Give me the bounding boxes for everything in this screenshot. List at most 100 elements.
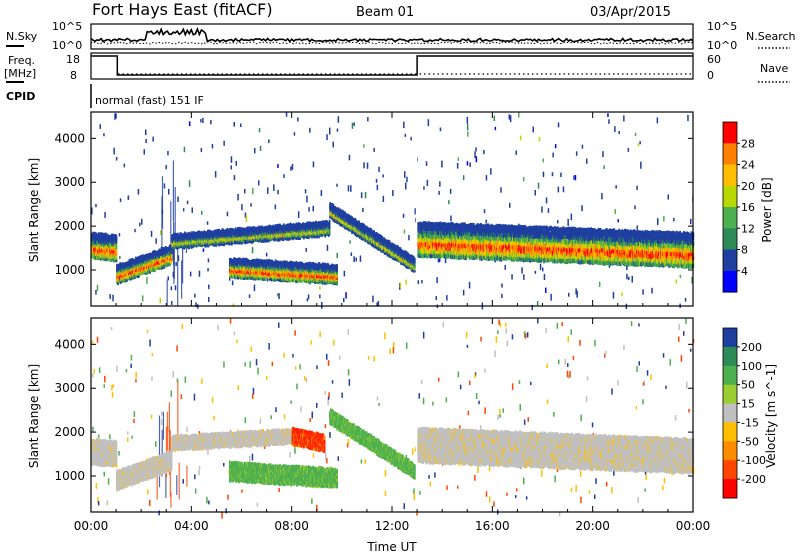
echo-pixel [614,126,616,133]
echo-pixel [195,302,197,308]
echo-cell [328,222,331,227]
echo-streak [166,279,168,306]
echo-pixel [382,174,384,178]
echo-pixel [160,230,162,236]
echo-pixel [336,252,338,259]
echo-pixel [623,115,625,122]
echo-streak [173,235,175,279]
echo-pixel [99,124,101,129]
echo-pixel [475,147,477,152]
echo-pixel [351,122,354,129]
echo-pixel [399,282,402,288]
echo-pixel [466,161,469,166]
echo-pixel [586,158,588,164]
echo-pixel [508,114,510,120]
echo-pixel [208,297,210,303]
echo-pixel [575,151,578,156]
freq-left-tick-top: 18 [66,53,80,66]
echo-pixel [573,175,575,180]
echo-pixel [319,286,321,290]
echo-pixel [329,127,331,135]
echo-pixel [437,258,440,263]
nsearch-trace [90,41,694,45]
echo-pixel [626,273,628,280]
echo-pixel [518,112,520,118]
echo-pixel [251,247,254,254]
echo-pixel [202,117,204,124]
echo-pixel [574,175,577,181]
echo-pixel [602,151,604,158]
echo-pixel [253,284,256,292]
echo-pixel [639,141,641,145]
echo-pixel [119,256,121,260]
noise-right-tick-bottom: 10^0 [707,39,737,52]
echo-pixel [637,143,640,147]
echo-pixel [621,292,623,297]
echo-cell [266,238,269,243]
echo-pixel [509,115,512,123]
echo-pixel [636,185,638,190]
echo-cell [115,242,118,248]
echo-pixel [320,190,323,197]
echo-cell [115,248,118,253]
date-label: 03/Apr/2015 [590,5,671,20]
echo-pixel [237,193,239,201]
echo-pixel [410,136,412,141]
echo-pixel [306,195,308,203]
echo-pixel [91,207,93,215]
echo-pixel [490,168,492,175]
echo-pixel [241,204,243,211]
echo-pixel [119,198,122,203]
echo-pixel [306,298,309,302]
echo-pixel [373,147,375,152]
echo-pixel [214,171,217,178]
echo-pixel [244,212,247,218]
echo-pixel [551,172,554,177]
echo-pixel [575,288,577,295]
echo-pixel [297,211,300,219]
echo-pixel [360,192,363,199]
echo-pixel [631,275,633,283]
echo-pixel [474,151,476,159]
echo-streak [181,260,183,299]
echo-pixel [233,122,235,127]
echo-pixel [211,143,214,149]
echo-pixel [165,165,167,170]
echo-pixel [483,209,486,214]
echo-pixel [226,211,229,217]
nsearch-label: N.Search [746,30,796,43]
echo-pixel [557,220,559,224]
echo-pixel [449,188,452,194]
echo-cell [109,257,111,262]
echo-pixel [171,301,173,305]
echo-pixel [392,190,394,197]
echo-pixel [425,161,428,166]
echo-pixel [285,112,288,117]
echo-pixel [377,301,380,306]
echo-pixel [114,113,116,121]
echo-pixel [141,218,143,225]
echo-cell [145,270,148,276]
echo-pixel [233,175,236,181]
echo-pixel [152,136,154,142]
echo-pixel [687,114,689,122]
echo-pixel [435,296,437,301]
echo-pixel [168,188,170,195]
echo-pixel [537,182,540,189]
echo-cell [115,251,118,256]
echo-pixel [155,238,157,244]
echo-pixel [438,191,440,195]
echo-pixel [364,191,367,199]
echo-pixel [347,185,350,192]
echo-pixel [113,147,115,155]
echo-pixel [163,183,166,189]
echo-cell [244,275,246,280]
echo-pixel [542,158,544,163]
echo-pixel [343,298,345,303]
echo-pixel [244,189,246,194]
cpid-value: normal (fast) 151 IF [95,94,204,107]
echo-pixel [332,141,334,148]
echo-pixel [501,293,503,299]
echo-pixel [511,274,513,280]
